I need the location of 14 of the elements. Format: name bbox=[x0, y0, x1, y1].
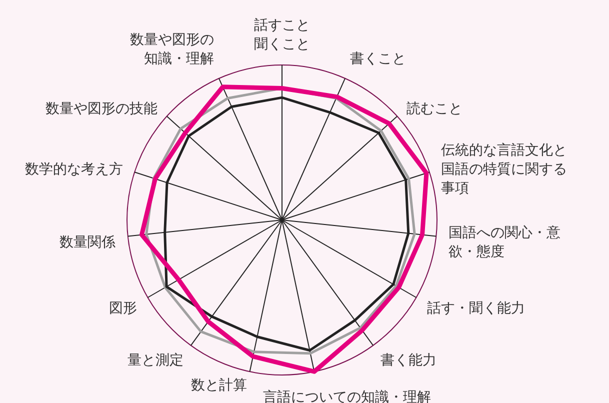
spoke-label: 書くこと bbox=[350, 51, 406, 68]
spoke-label: 図形 bbox=[109, 300, 138, 317]
spoke-label: 国語への関心・意欲・態度 bbox=[448, 225, 560, 260]
spoke-label: 書く能力 bbox=[380, 352, 436, 368]
spoke-label: 話すこと聞くこと bbox=[254, 18, 310, 53]
spoke-label: 数量関係 bbox=[60, 234, 116, 250]
spoke-label: 読むこと bbox=[406, 100, 462, 117]
spoke-label: 数学的な考え方 bbox=[24, 161, 123, 178]
spoke-label: 量と測定 bbox=[128, 352, 184, 368]
spoke-label: 話す・聞く能力 bbox=[426, 300, 525, 317]
spoke-label: 伝統的な言語文化と国語の特質に関する事項 bbox=[441, 142, 568, 196]
spoke-label: 数量や図形の技能 bbox=[46, 100, 158, 117]
spoke-label: 数と計算 bbox=[191, 378, 248, 394]
spoke-label: 数量や図形の知識・理解 bbox=[130, 32, 214, 68]
